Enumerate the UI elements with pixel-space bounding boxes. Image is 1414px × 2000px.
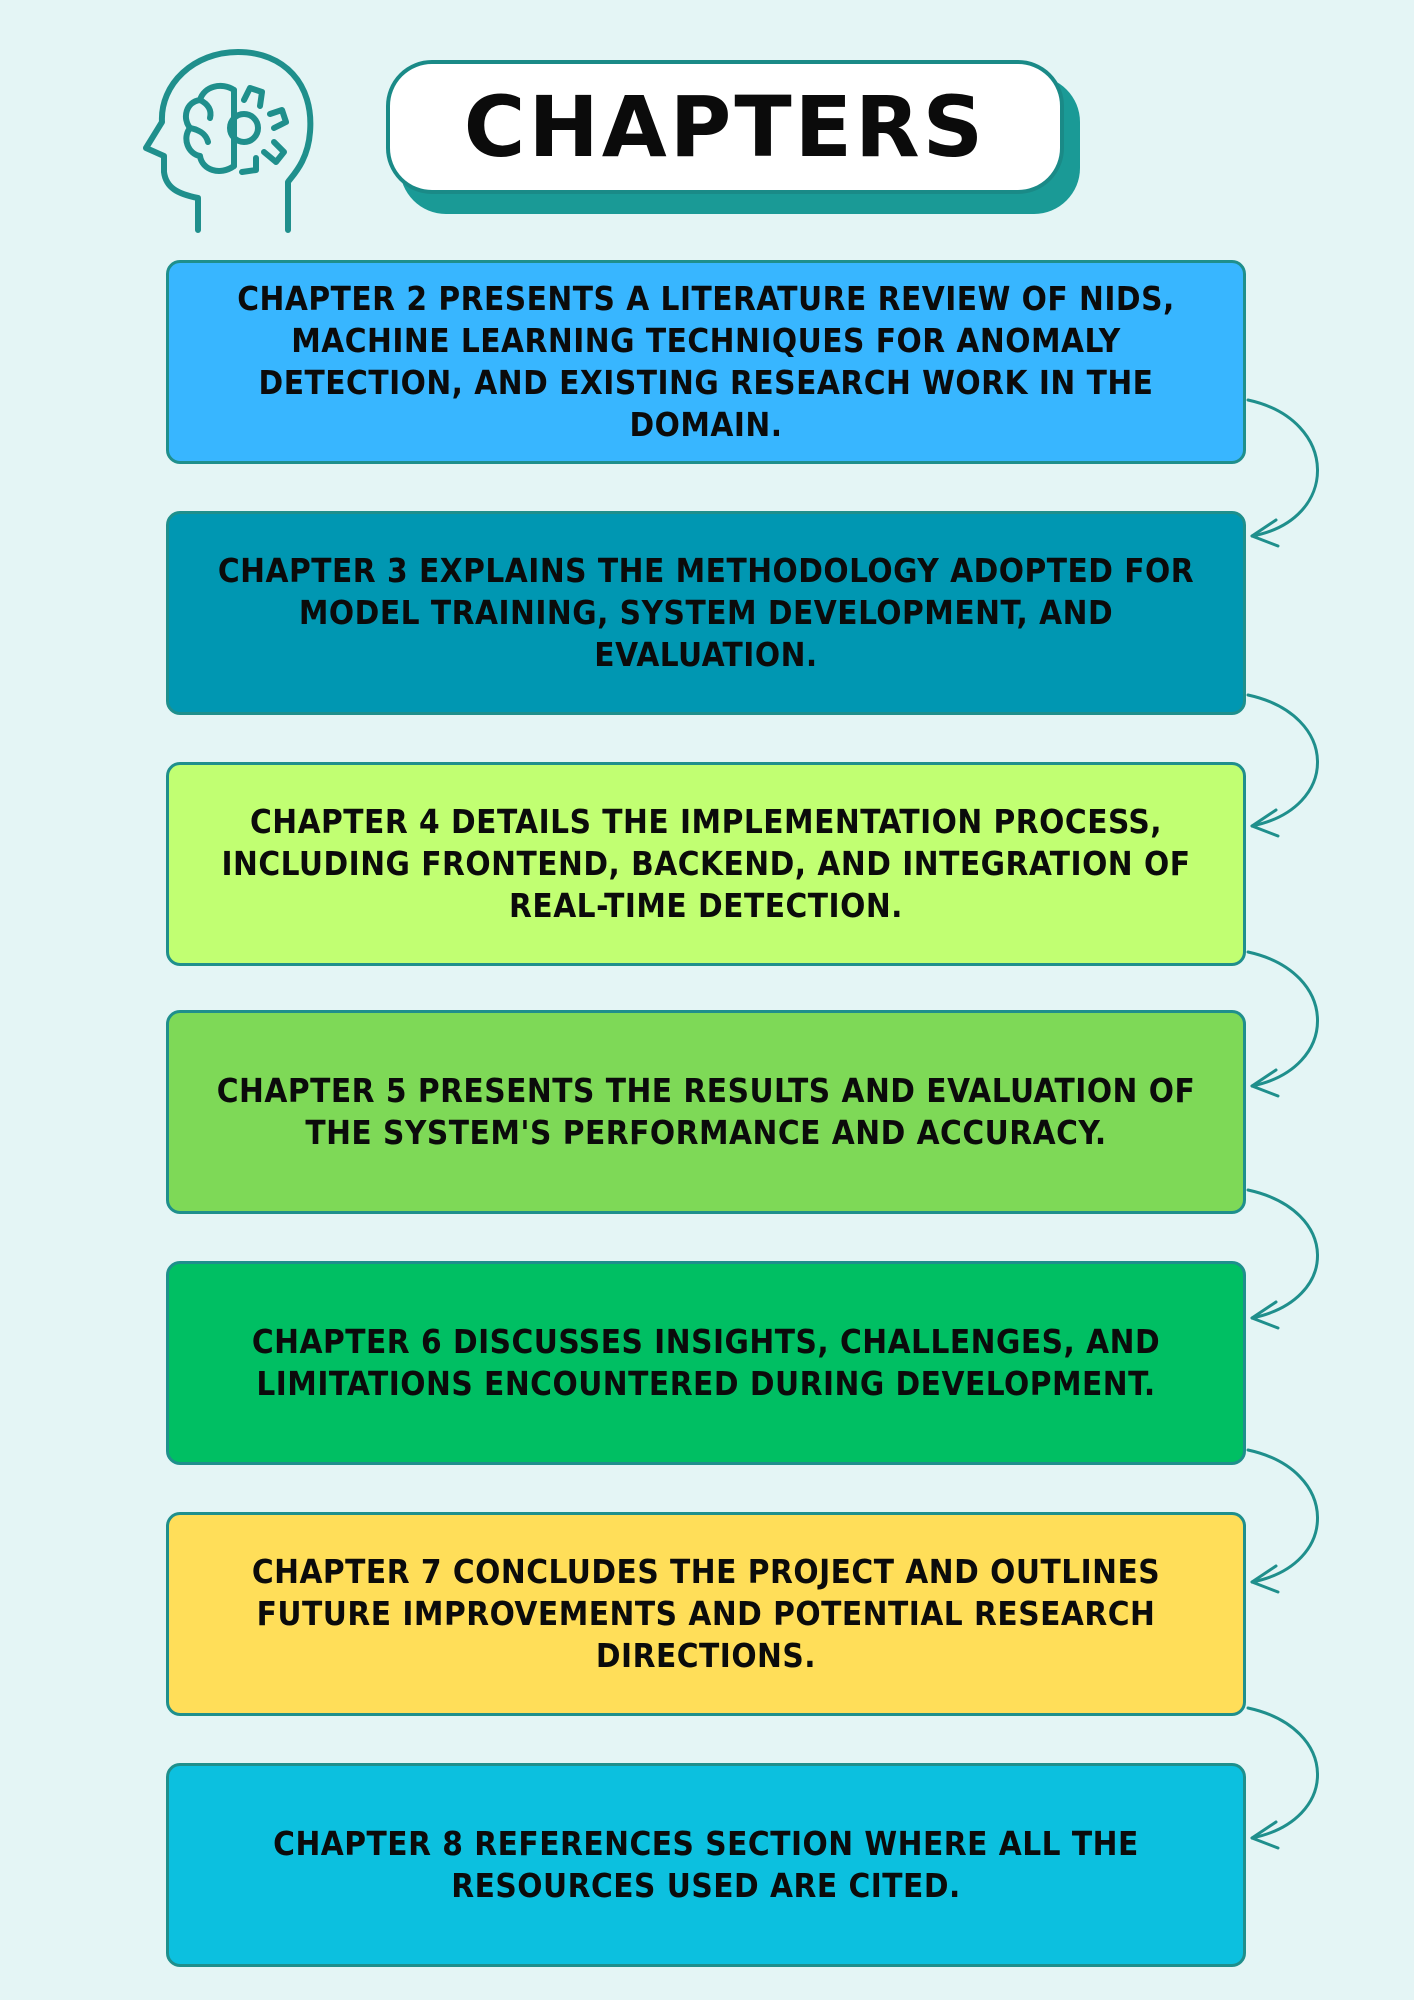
connector-arrow-1 [1246,398,1319,548]
title-banner: CHAPTERS [386,60,1064,194]
chapter-box-4: Chapter 4 details the implementation pro… [166,762,1246,966]
chapter-text: Chapter 8 references section where all t… [273,1824,1139,1905]
chapter-text: Chapter 6 discusses insights, challenges… [251,1322,1161,1403]
chapter-box-8: Chapter 8 references section where all t… [166,1763,1246,1967]
chapter-box-5: Chapter 5 presents the results and evalu… [166,1010,1246,1214]
connector-arrow-4 [1246,1188,1319,1330]
page-title: CHAPTERS [463,78,987,176]
connector-arrow-5 [1246,1448,1319,1594]
chapter-text: Chapter 5 presents the results and evalu… [216,1071,1196,1152]
connector-arrow-2 [1246,693,1319,838]
chapter-text: Chapter 2 presents a literature review o… [237,279,1175,444]
connector-arrow-3 [1246,950,1319,1098]
chapter-text: Chapter 3 explains the methodology adopt… [217,551,1195,674]
chapter-box-7: Chapter 7 concludes the project and outl… [166,1512,1246,1716]
chapter-box-3: Chapter 3 explains the methodology adopt… [166,511,1246,715]
chapter-box-6: Chapter 6 discusses insights, challenges… [166,1261,1246,1465]
brain-gear-head-icon [143,49,314,233]
connector-arrow-6 [1246,1706,1319,1850]
chapter-text: Chapter 4 details the implementation pro… [221,802,1191,925]
chapter-text: Chapter 7 concludes the project and outl… [251,1552,1161,1675]
chapter-box-2: Chapter 2 presents a literature review o… [166,260,1246,464]
